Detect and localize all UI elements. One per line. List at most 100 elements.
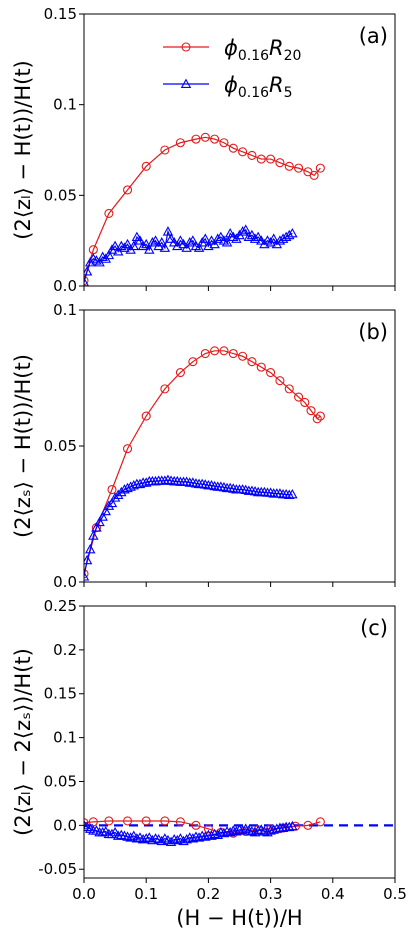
- y-tick-label: -0.05: [38, 860, 77, 878]
- data-point: [147, 834, 158, 845]
- data-point: [128, 240, 139, 251]
- data-point: [228, 143, 238, 153]
- data-point: [303, 820, 313, 830]
- data-point: [106, 828, 118, 839]
- y-tick-label: 0.1: [53, 96, 77, 114]
- series-r20: [84, 132, 325, 286]
- x-tick-label: 0.0: [72, 885, 96, 903]
- data-point: [252, 231, 264, 242]
- data-point: [284, 384, 294, 394]
- data-point: [312, 414, 322, 424]
- y-tick-label: 0.25: [44, 597, 77, 615]
- series-r20: [84, 346, 325, 579]
- data-point: [300, 397, 310, 408]
- data-point: [196, 830, 208, 840]
- data-point: [210, 134, 220, 144]
- data-point: [200, 132, 210, 142]
- data-point: [218, 827, 230, 838]
- data-point: [84, 543, 96, 554]
- data-point: [100, 505, 112, 516]
- series-line: [84, 228, 293, 283]
- data-point: [294, 392, 304, 402]
- data-point: [287, 820, 298, 831]
- data-point: [275, 158, 285, 168]
- data-point: [249, 233, 261, 243]
- panel-a: 0.0 0.05 0.1 0.15 (a) (2⟨zₗ⟩ − H(t))/H(t) ϕ0.1…: [11, 5, 396, 295]
- data-point: [309, 170, 319, 180]
- data-point: [315, 411, 325, 421]
- data-point: [200, 233, 211, 243]
- legend-marker: [180, 78, 192, 88]
- panel-b: 0.0 0.05 0.1 (b) (2⟨zₛ⟩ − H(t))/H(t): [11, 301, 396, 591]
- data-point: [141, 411, 151, 421]
- y-axis-label: (2⟨zₗ⟩ − H(t))/H(t): [11, 60, 35, 239]
- data-point: [200, 348, 210, 359]
- data-point: [181, 833, 192, 844]
- legend-entry: ϕ0.16R5: [163, 73, 293, 101]
- data-point: [147, 237, 158, 247]
- data-point: [175, 138, 185, 148]
- data-point: [219, 138, 229, 148]
- legend-label: ϕ0.16R5: [224, 73, 293, 101]
- data-point: [209, 238, 220, 249]
- data-point: [193, 832, 205, 842]
- data-point: [247, 357, 257, 367]
- data-point: [144, 244, 155, 254]
- data-point: [224, 826, 236, 837]
- data-point: [140, 833, 152, 843]
- data-point: [160, 816, 170, 826]
- data-point: [203, 824, 213, 834]
- data-point: [218, 481, 230, 492]
- data-point: [159, 242, 171, 252]
- data-point: [160, 145, 170, 155]
- data-point: [131, 231, 143, 242]
- y-tick-label: 0.2: [53, 641, 77, 659]
- data-point: [287, 227, 298, 238]
- data-point: [190, 831, 202, 841]
- data-point: [94, 516, 105, 527]
- data-point: [162, 474, 174, 484]
- data-point: [274, 488, 286, 498]
- x-tick-label: 0.1: [134, 885, 158, 903]
- data-point: [175, 235, 186, 245]
- x-tick-label: 0.3: [259, 885, 283, 903]
- data-point: [259, 826, 270, 836]
- axes-frame: [83, 13, 396, 287]
- data-point: [212, 233, 223, 243]
- data-point: [112, 489, 124, 499]
- data-point: [137, 240, 149, 251]
- data-point: [256, 235, 267, 245]
- data-point: [172, 240, 183, 251]
- data-point: [84, 818, 89, 828]
- data-point: [271, 823, 283, 833]
- data-point: [97, 511, 108, 521]
- data-point: [265, 825, 276, 835]
- legend: ϕ0.16R20 ϕ0.16R5: [163, 36, 301, 101]
- data-point: [184, 237, 195, 247]
- data-point: [181, 242, 192, 252]
- y-tick-label: 0.0: [53, 573, 77, 591]
- data-point: [206, 480, 217, 490]
- data-point: [212, 829, 223, 839]
- data-point: [209, 828, 220, 839]
- data-point: [91, 522, 102, 532]
- data-point: [268, 824, 279, 834]
- data-point: [219, 346, 229, 356]
- data-point: [134, 478, 146, 489]
- data-point: [188, 357, 198, 367]
- data-point: [193, 242, 205, 252]
- data-point: [287, 488, 298, 499]
- axes-frame: [83, 605, 396, 879]
- data-point: [240, 484, 251, 495]
- panel-label: (c): [360, 616, 388, 640]
- data-point: [187, 477, 199, 487]
- data-point: [237, 226, 248, 236]
- data-point: [215, 231, 227, 242]
- data-point: [234, 824, 245, 834]
- data-point: [268, 233, 279, 243]
- data-point: [184, 832, 195, 842]
- data-point: [249, 485, 261, 496]
- data-point: [140, 238, 152, 249]
- series-line: [84, 350, 321, 574]
- data-point: [162, 226, 174, 236]
